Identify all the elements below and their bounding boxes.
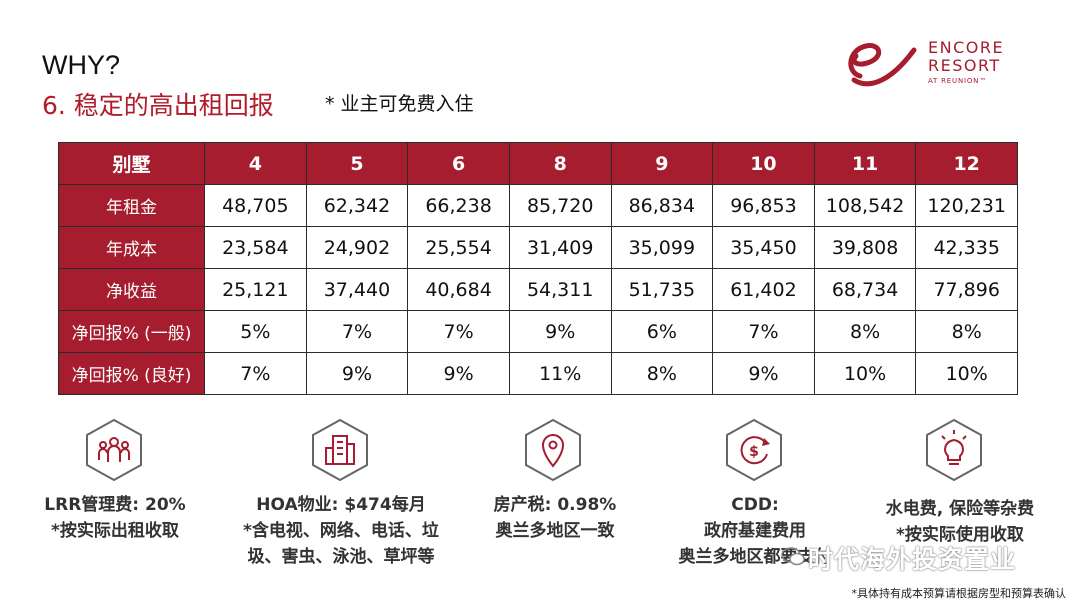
table-cell: 68,734 bbox=[813, 268, 917, 311]
wechat-icon bbox=[781, 547, 805, 566]
table-cell: 62,342 bbox=[305, 184, 409, 227]
logo-line-1: ENCORE bbox=[928, 38, 1005, 57]
table-cell: 6% bbox=[610, 310, 714, 353]
heading-why: WHY? bbox=[42, 50, 121, 80]
table-cell: 8% bbox=[813, 310, 917, 353]
feature-line: 奥兰多地区一致 bbox=[495, 521, 615, 541]
table-cell: 9% bbox=[712, 352, 815, 395]
row-label: 净回报% (良好) bbox=[58, 352, 205, 395]
table-cell: 7% bbox=[305, 310, 409, 353]
header-cell: 9 bbox=[610, 142, 714, 185]
feature-line: 水电费, 保险等杂费 bbox=[885, 499, 1035, 519]
feature-hoa-fee: HOA物业: $474每月 *含电视、网络、电话、垃 圾、害虫、泳池、草坪等 bbox=[225, 492, 457, 570]
table-cell: 48,705 bbox=[204, 184, 307, 227]
page-subtitle: 6. 稳定的高出租回报 bbox=[42, 91, 274, 120]
header-cell: 5 bbox=[305, 142, 409, 185]
header-cell: 8 bbox=[508, 142, 612, 185]
footer-note: *具体持有成本预算请根据房型和预算表确认 bbox=[851, 587, 1067, 600]
table-cell: 25,554 bbox=[407, 226, 510, 269]
feature-line: LRR管理费: 20% bbox=[44, 495, 186, 515]
lightbulb-icon bbox=[926, 418, 982, 482]
table-cell: 35,450 bbox=[712, 226, 815, 269]
table-cell: 120,231 bbox=[915, 184, 1018, 227]
header-cell: 12 bbox=[915, 142, 1018, 185]
table-cell: 108,542 bbox=[813, 184, 917, 227]
building-icon bbox=[312, 418, 368, 482]
table-row-annual-rent: 年租金 48,705 62,342 66,238 85,720 86,834 9… bbox=[58, 184, 1018, 227]
table-cell: 42,335 bbox=[915, 226, 1018, 269]
row-label: 年租金 bbox=[58, 184, 205, 227]
table-cell: 24,902 bbox=[305, 226, 409, 269]
svg-text:$: $ bbox=[749, 444, 759, 460]
table-cell: 40,684 bbox=[407, 268, 510, 311]
table-cell: 54,311 bbox=[508, 268, 612, 311]
table-cell: 51,735 bbox=[610, 268, 714, 311]
logo-line-2: RESORT bbox=[928, 56, 1001, 75]
table-cell: 39,808 bbox=[813, 226, 917, 269]
header-cell: 11 bbox=[813, 142, 917, 185]
feature-line: CDD: bbox=[731, 495, 779, 515]
table-cell: 10% bbox=[813, 352, 917, 395]
table-cell: 8% bbox=[915, 310, 1018, 353]
feature-line: *按实际出租收取 bbox=[51, 521, 179, 541]
table-cell: 9% bbox=[508, 310, 612, 353]
feature-line: 圾、害虫、泳池、草坪等 bbox=[247, 547, 435, 567]
feature-line: *含电视、网络、电话、垃 bbox=[243, 521, 439, 541]
table-cell: 25,121 bbox=[204, 268, 307, 311]
header-cell: 10 bbox=[712, 142, 815, 185]
feature-line: 政府基建费用 bbox=[704, 521, 806, 541]
row-label: 净收益 bbox=[58, 268, 205, 311]
table-cell: 86,834 bbox=[610, 184, 714, 227]
people-icon bbox=[86, 418, 142, 482]
logo-swirl-icon bbox=[848, 43, 917, 87]
table-row-return-good: 净回报% (良好) 7% 9% 9% 11% 8% 9% 10% 10% bbox=[58, 352, 1018, 395]
location-pin-icon bbox=[525, 418, 581, 482]
feature-lrr-fee: LRR管理费: 20% *按实际出租收取 bbox=[22, 492, 208, 544]
free-stay-note: * 业主可免费入住 bbox=[325, 93, 474, 115]
table-cell: 23,584 bbox=[204, 226, 307, 269]
table-cell: 66,238 bbox=[407, 184, 510, 227]
feature-utilities: 水电费, 保险等杂费 *按实际使用收取 bbox=[860, 496, 1060, 548]
table-row-net-income: 净收益 25,121 37,440 40,684 54,311 51,735 6… bbox=[58, 268, 1018, 311]
table-cell: 96,853 bbox=[712, 184, 815, 227]
table-cell: 9% bbox=[305, 352, 409, 395]
dollar-cycle-icon: $ bbox=[726, 418, 782, 482]
table-cell: 8% bbox=[610, 352, 714, 395]
header-cell: 6 bbox=[407, 142, 510, 185]
header-cell-villa: 别墅 bbox=[58, 142, 205, 185]
table-cell: 7% bbox=[407, 310, 510, 353]
watermark-text: 时代海外投资置业 bbox=[808, 545, 1017, 574]
logo-line-3: AT REUNION™ bbox=[928, 77, 988, 85]
feature-line: HOA物业: $474每月 bbox=[256, 495, 426, 515]
feature-line: *按实际使用收取 bbox=[896, 525, 1024, 545]
table-cell: 77,896 bbox=[915, 268, 1018, 311]
table-cell: 61,402 bbox=[712, 268, 815, 311]
rental-return-table: 别墅 4 5 6 8 9 10 11 12 年租金 48,705 62,342 … bbox=[58, 142, 1018, 395]
table-row-annual-cost: 年成本 23,584 24,902 25,554 31,409 35,099 3… bbox=[58, 226, 1018, 269]
table-cell: 5% bbox=[204, 310, 307, 353]
table-row-return-normal: 净回报% (一般) 5% 7% 7% 9% 6% 7% 8% 8% bbox=[58, 310, 1018, 353]
row-label: 年成本 bbox=[58, 226, 205, 269]
feature-property-tax: 房产税: 0.98% 奥兰多地区一致 bbox=[470, 492, 640, 544]
table-header-row: 别墅 4 5 6 8 9 10 11 12 bbox=[58, 142, 1018, 185]
header-cell: 4 bbox=[204, 142, 307, 185]
table-cell: 11% bbox=[508, 352, 612, 395]
table-cell: 85,720 bbox=[508, 184, 612, 227]
table-cell: 31,409 bbox=[508, 226, 612, 269]
table-cell: 7% bbox=[712, 310, 815, 353]
feature-line: 房产税: 0.98% bbox=[493, 495, 617, 515]
row-label: 净回报% (一般) bbox=[58, 310, 205, 353]
table-cell: 10% bbox=[915, 352, 1018, 395]
table-cell: 35,099 bbox=[610, 226, 714, 269]
table-cell: 37,440 bbox=[305, 268, 409, 311]
table-cell: 9% bbox=[407, 352, 510, 395]
encore-resort-logo: ENCORE RESORT AT REUNION™ bbox=[840, 36, 1030, 94]
table-cell: 7% bbox=[204, 352, 307, 395]
